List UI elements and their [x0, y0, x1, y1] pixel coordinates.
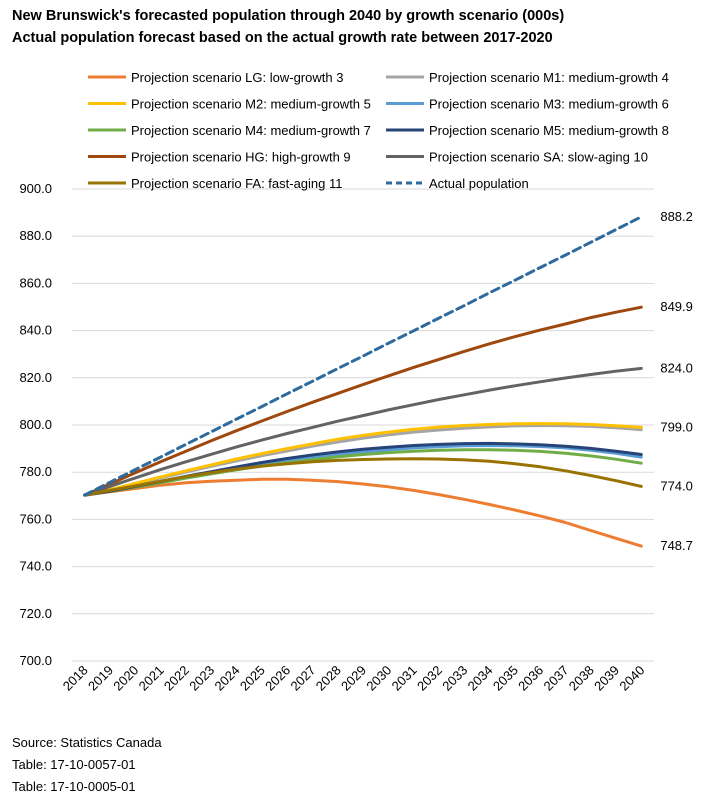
legend-label: Projection scenario M4: medium-growth 7 [131, 123, 371, 138]
source-table-1: Table: 17-10-0057-01 [12, 757, 136, 772]
x-tick-label: 2030 [363, 663, 394, 694]
end-value-label: 849.9 [660, 299, 693, 314]
x-tick-label: 2019 [85, 663, 116, 694]
chart-subtitle: Actual population forecast based on the … [12, 30, 553, 46]
x-tick-label: 2022 [161, 663, 192, 694]
series-line [83, 477, 643, 548]
source-line: Source: Statistics Canada [12, 735, 162, 750]
end-value-label: 774.0 [660, 478, 693, 493]
x-tick-label: 2033 [439, 663, 470, 694]
y-tick-label: 800.0 [19, 417, 52, 432]
source-table-2: Table: 17-10-0005-01 [12, 779, 136, 794]
x-tick-label: 2031 [389, 663, 420, 694]
x-tick-label: 2024 [212, 663, 243, 694]
x-tick-label: 2027 [287, 663, 318, 694]
x-tick-label: 2021 [136, 663, 167, 694]
chart-title: New Brunswick's forecasted population th… [12, 8, 565, 24]
legend-label: Projection scenario FA: fast-aging 11 [131, 176, 343, 191]
legend-label: Projection scenario M2: medium-growth 5 [131, 97, 371, 112]
y-tick-label: 740.0 [19, 559, 52, 574]
y-tick-label: 820.0 [19, 370, 52, 385]
x-tick-label: 2037 [540, 663, 571, 694]
x-tick-label: 2039 [591, 663, 622, 694]
legend-label: Projection scenario LG: low-growth 3 [131, 70, 343, 85]
y-tick-label: 880.0 [19, 228, 52, 243]
x-tick-label: 2028 [313, 663, 344, 694]
y-tick-label: 760.0 [19, 511, 52, 526]
legend-label: Actual population [429, 176, 529, 191]
x-tick-label: 2040 [616, 663, 647, 694]
end-value-label: 888.2 [660, 209, 693, 224]
legend-label: Projection scenario M1: medium-growth 4 [429, 70, 669, 85]
series-line [83, 305, 643, 497]
x-tick-label: 2029 [338, 663, 369, 694]
legend-label: Projection scenario M5: medium-growth 8 [429, 123, 669, 138]
x-tick-label: 2035 [490, 663, 521, 694]
end-value-label: 799.0 [660, 419, 693, 434]
legend-label: Projection scenario SA: slow-aging 10 [429, 150, 648, 165]
series-line [83, 457, 643, 497]
x-tick-label: 2032 [414, 663, 445, 694]
series-line [83, 366, 643, 497]
x-tick-label: 2020 [110, 663, 141, 694]
y-tick-label: 780.0 [19, 464, 52, 479]
legend-label: Projection scenario HG: high-growth 9 [131, 150, 351, 165]
y-tick-label: 860.0 [19, 275, 52, 290]
y-tick-label: 700.0 [19, 653, 52, 668]
x-tick-label: 2036 [515, 663, 546, 694]
x-tick-label: 2018 [60, 663, 91, 694]
end-value-label: 748.7 [660, 538, 693, 553]
x-tick-label: 2034 [465, 663, 496, 694]
x-tick-label: 2023 [186, 663, 217, 694]
x-tick-label: 2026 [262, 663, 293, 694]
legend-label: Projection scenario M3: medium-growth 6 [429, 97, 669, 112]
y-tick-label: 900.0 [19, 181, 52, 196]
end-value-label: 824.0 [660, 360, 693, 375]
x-tick-label: 2025 [237, 663, 268, 694]
series-line [83, 422, 643, 497]
x-tick-label: 2038 [566, 663, 597, 694]
y-tick-label: 720.0 [19, 606, 52, 621]
series-line [83, 215, 643, 497]
y-tick-label: 840.0 [19, 323, 52, 338]
